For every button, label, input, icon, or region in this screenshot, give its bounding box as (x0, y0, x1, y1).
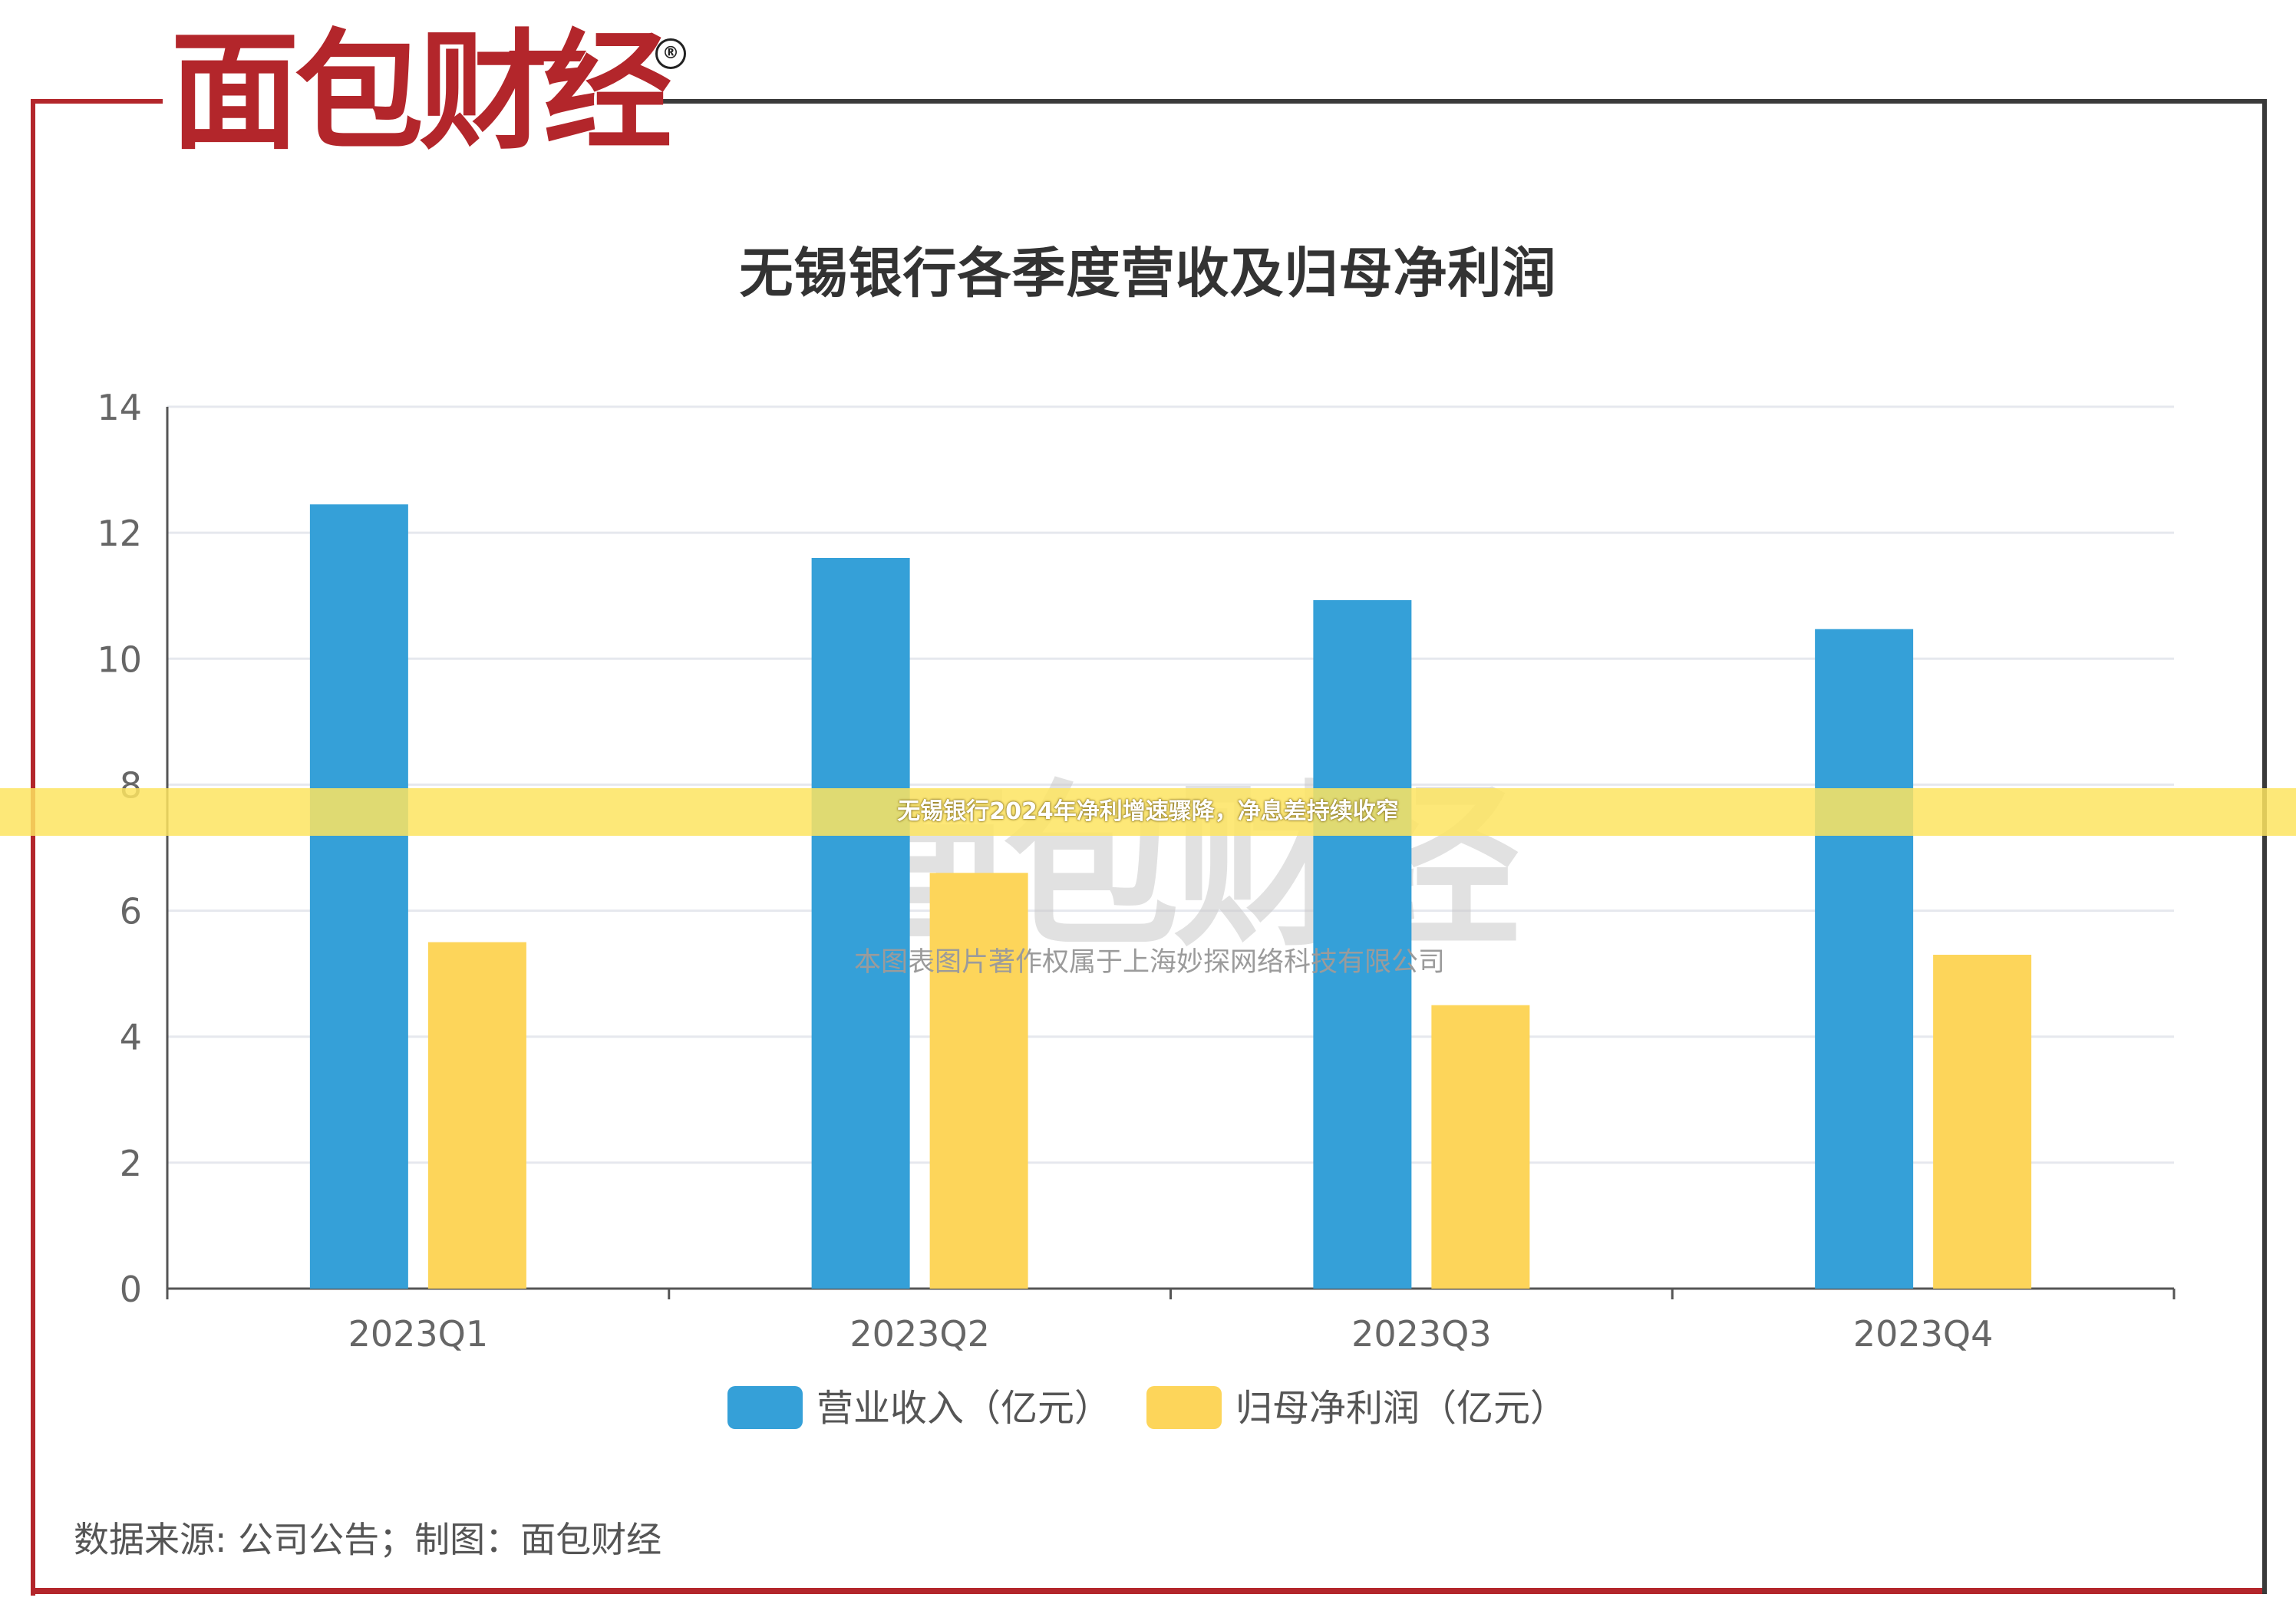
headline-banner-text: 无锡银行2024年净利增速骤降，净息差持续收窄 (897, 798, 1399, 825)
bar-revenue (811, 557, 910, 1289)
bar-revenue (309, 504, 408, 1289)
bar-net-profit (1933, 955, 2032, 1289)
legend-label: 营业收入（亿元） (816, 1387, 1111, 1430)
legend-label: 归母净利润（亿元） (1235, 1387, 1567, 1430)
y-tick-label: 14 (97, 387, 142, 428)
headline-banner (0, 788, 2296, 836)
bar-revenue (1815, 629, 1914, 1289)
watermark-caption: 本图表图片著作权属于上海妙探网络科技有限公司 (854, 947, 1445, 978)
x-tick-label: 2023Q1 (348, 1313, 489, 1355)
watermark-caption-layer: 本图表图片著作权属于上海妙探网络科技有限公司 (854, 947, 1445, 978)
bar-net-profit (929, 873, 1028, 1289)
frame-bottom-red-line (31, 1588, 2267, 1594)
y-tick-label: 4 (120, 1017, 142, 1058)
chart-title: 无锡银行各季度营收及归母净利润 (739, 242, 1557, 305)
source-note: 数据来源: 公司公告；制图：面包财经 (74, 1519, 662, 1560)
legend: 营业收入（亿元） 归母净利润（亿元） (727, 1386, 1567, 1430)
frame-left-red-line (31, 99, 35, 1596)
brand-logo: 面包财经 ® (170, 17, 686, 167)
bar-net-profit (427, 942, 526, 1289)
x-tick-label: 2023Q3 (1351, 1313, 1492, 1355)
frame-right-dark-line (2262, 99, 2267, 1594)
legend-swatch-revenue (727, 1386, 803, 1429)
legend-swatch-net-profit (1146, 1386, 1222, 1429)
registered-mark: ® (655, 38, 686, 69)
y-tick-label: 12 (97, 513, 142, 554)
bar-revenue (1313, 599, 1412, 1289)
y-tick-label: 2 (120, 1143, 142, 1184)
y-tick-label: 0 (120, 1269, 142, 1310)
x-tick-label: 2023Q4 (1853, 1313, 1994, 1355)
brand-logo-text: 面包财经 (170, 17, 672, 167)
y-tick-label: 6 (120, 891, 142, 932)
bars-layer (309, 504, 2032, 1289)
frame-top-dark-line (612, 99, 2267, 104)
bar-net-profit (1431, 1005, 1530, 1289)
y-tick-label: 10 (97, 639, 142, 680)
x-tick-label: 2023Q2 (849, 1313, 990, 1355)
frame-top-red-line (31, 99, 163, 104)
